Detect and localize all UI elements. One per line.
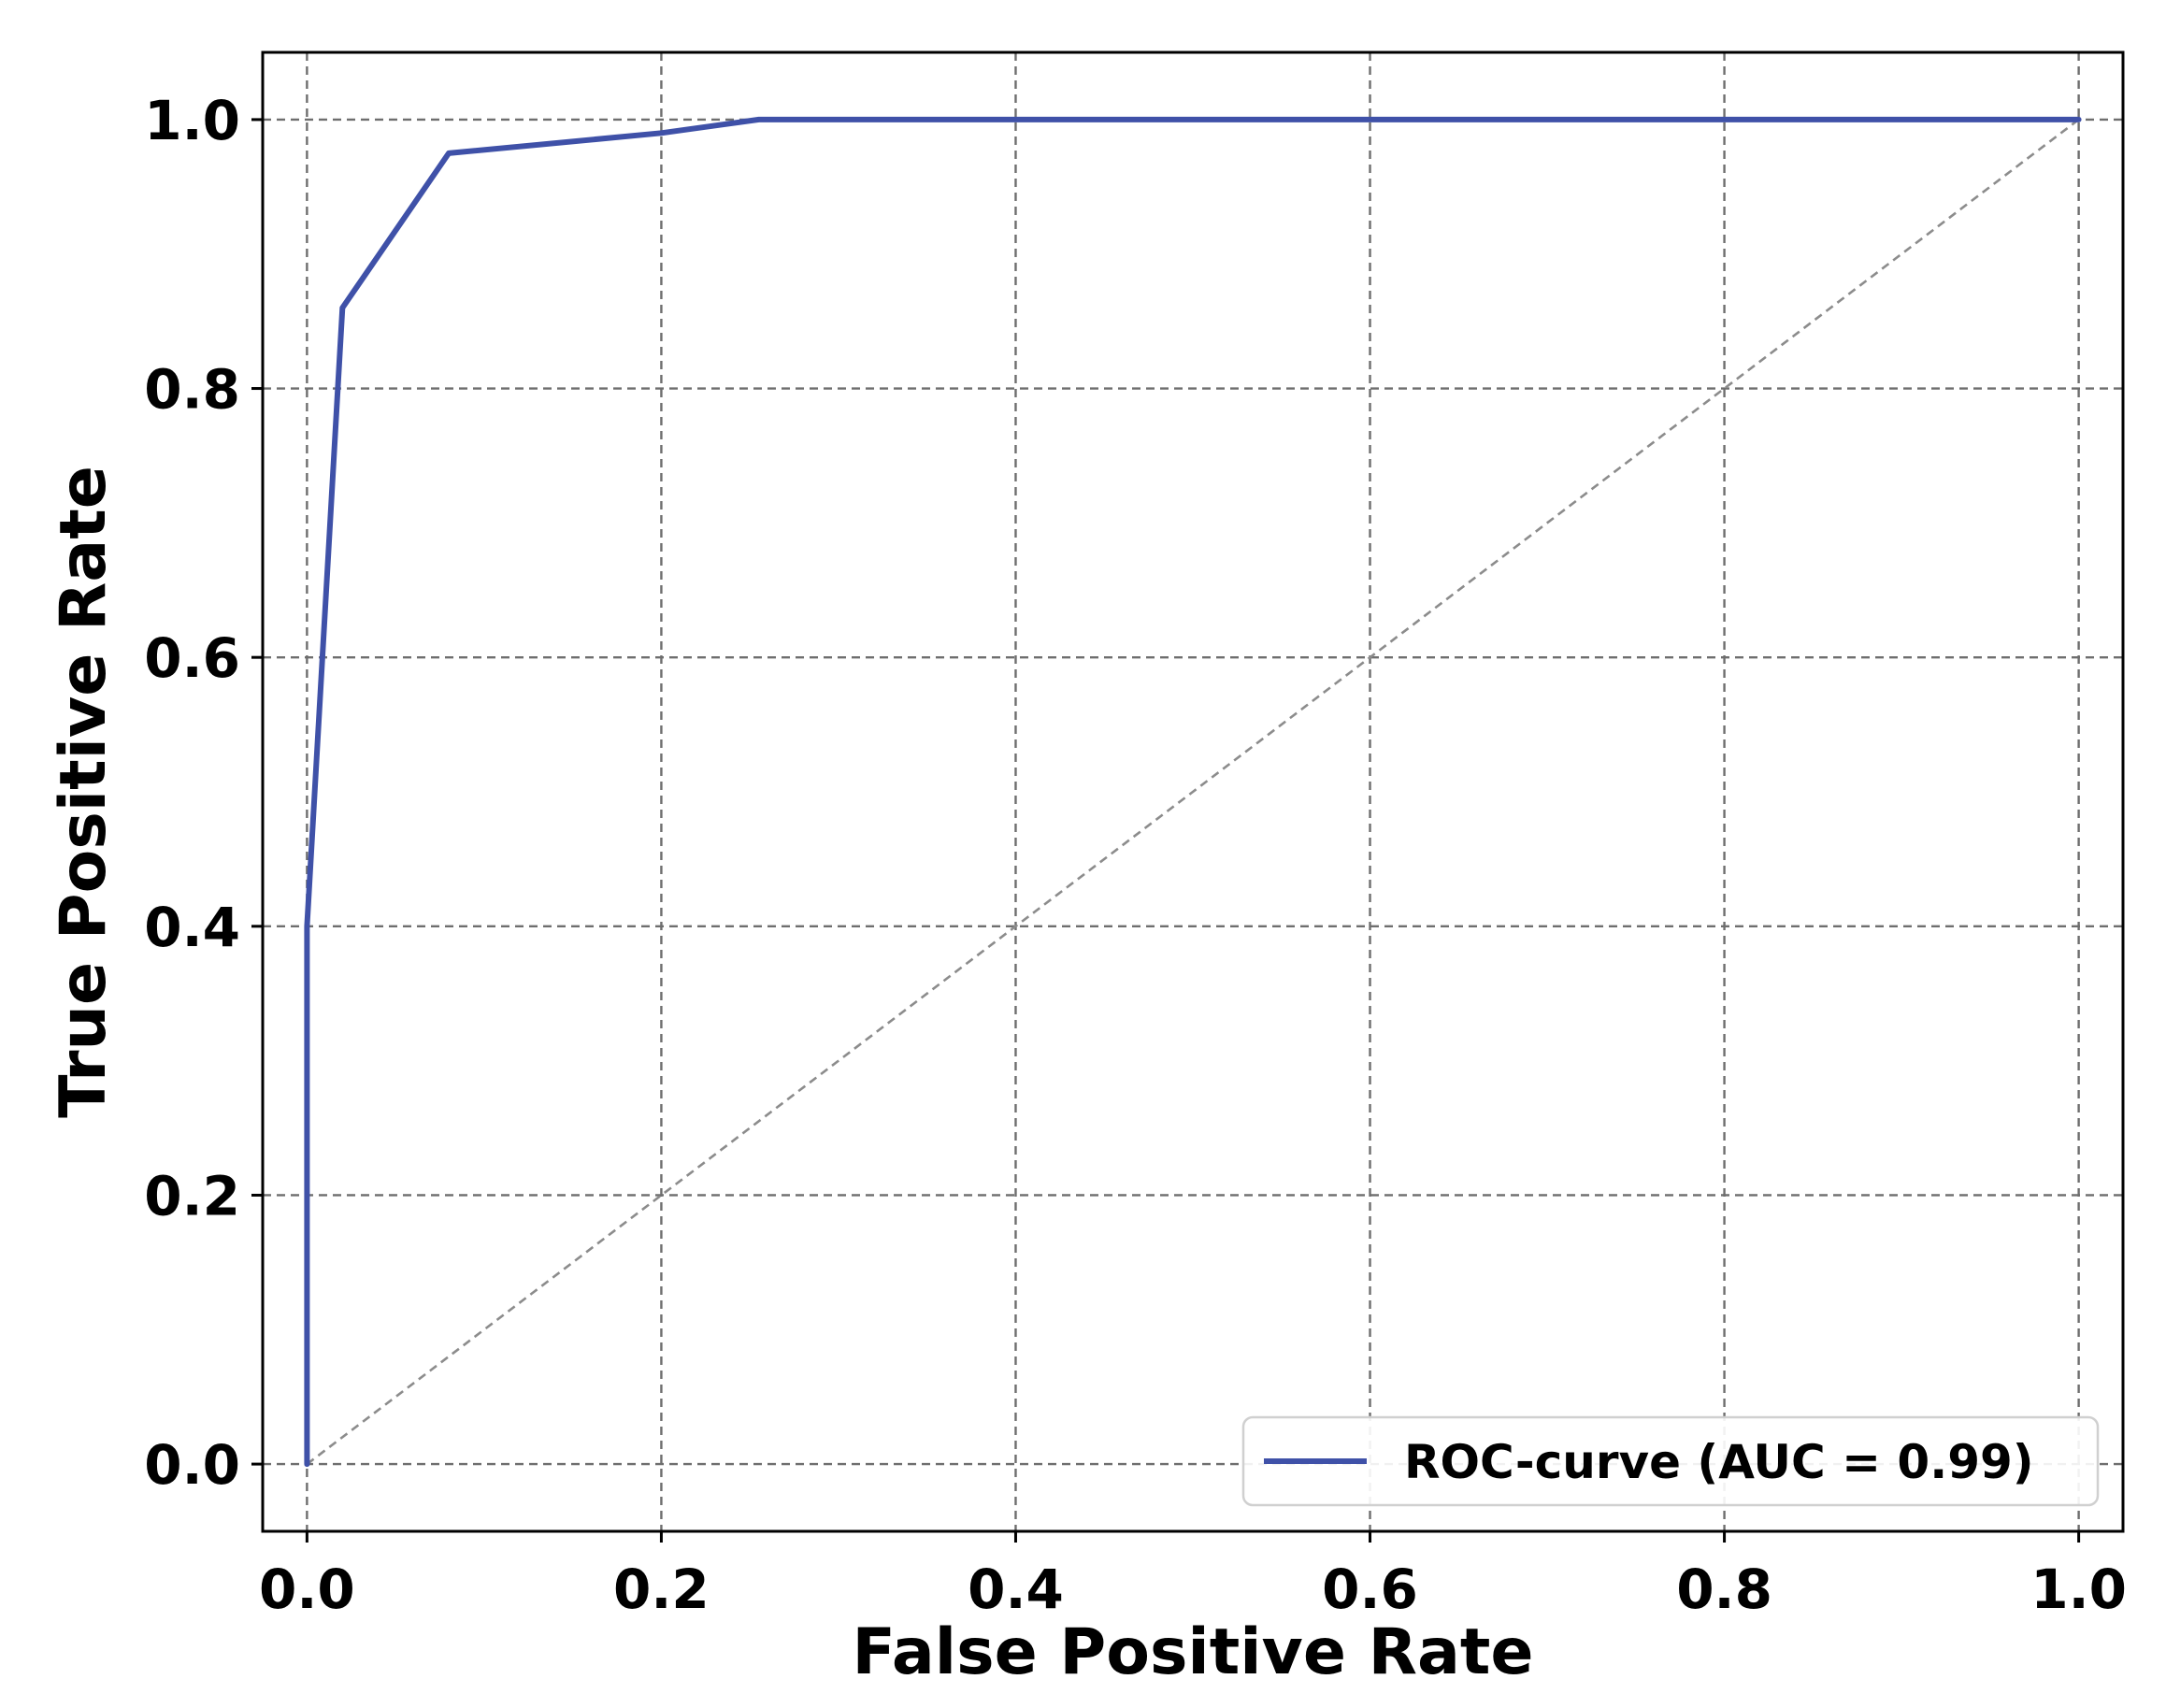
x-tick-label: 0.0: [259, 1557, 355, 1621]
y-tick-label: 0.8: [144, 358, 240, 422]
series-layer: [304, 116, 2082, 1468]
reference-diagonal-line: [306, 118, 2080, 1466]
y-tick-label: 0.2: [144, 1164, 240, 1227]
reference-line-layer: [306, 118, 2080, 1466]
y-axis-title: True Positive Rate: [47, 466, 121, 1118]
x-axis-title: False Positive Rate: [852, 1615, 1533, 1689]
legend-label: ROC-curve (AUC = 0.99): [1404, 1435, 2034, 1489]
tick-layer: 0.0 0.2 0.4 0.6 0.8 1.0 0.0 0.2 0.4 0.6 0.8 1.0: [144, 89, 2127, 1621]
y-tick-label: 0.6: [144, 626, 240, 690]
y-tick-label: 0.4: [144, 896, 240, 959]
x-tick-label: 1.0: [2030, 1557, 2127, 1621]
x-tick-label: 0.6: [1322, 1557, 1418, 1621]
x-tick-label: 0.2: [613, 1557, 710, 1621]
x-tick-label: 0.4: [968, 1557, 1064, 1621]
grid: [263, 52, 2123, 1531]
y-tick-label: 0.0: [144, 1433, 240, 1497]
legend: ROC-curve (AUC = 0.99): [1241, 1415, 2100, 1507]
y-tick-label: 1.0: [144, 89, 240, 152]
roc-curve-line: [304, 116, 2082, 1468]
plot-frame: [261, 50, 2125, 1533]
legend-box: [1241, 1415, 2100, 1507]
x-tick-label: 0.8: [1676, 1557, 1772, 1621]
